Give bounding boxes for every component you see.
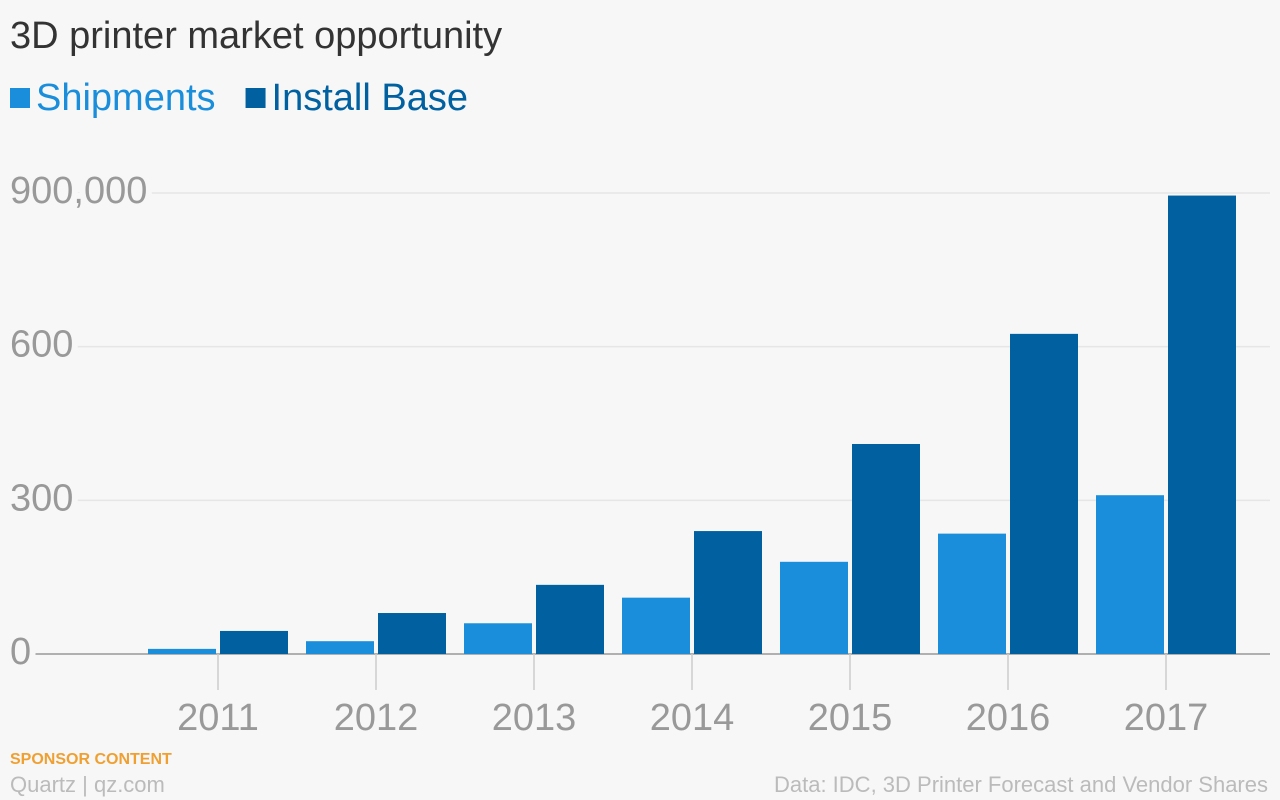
x-tick-label: 2017 (1124, 697, 1209, 739)
legend-swatch (10, 88, 30, 108)
bar (852, 443, 920, 654)
source: Data: IDC, 3D Printer Forecast and Vendo… (774, 772, 1268, 797)
bar (148, 648, 216, 654)
x-tick-label: 2013 (492, 697, 577, 739)
bar (622, 597, 690, 654)
bar (378, 613, 446, 654)
bar (464, 623, 532, 654)
sponsor: SPONSOR CONTENT (10, 751, 172, 768)
legend-label: Install Base (272, 77, 468, 119)
bar (780, 561, 848, 654)
y-tick-label: 0 (10, 631, 31, 673)
bar (694, 531, 762, 654)
y-tick-label: 600 (10, 324, 73, 366)
x-tick-label: 2015 (808, 697, 893, 739)
bar (306, 641, 374, 654)
x-tick-label: 2011 (177, 697, 259, 739)
x-tick-label: 2012 (334, 697, 419, 739)
bar (1096, 495, 1164, 654)
bar (1010, 333, 1078, 654)
y-tick-label: 900,000 (10, 170, 147, 212)
bar (220, 630, 288, 654)
bar (536, 584, 604, 654)
bar (938, 533, 1006, 654)
credit: Quartz | qz.com (10, 772, 165, 797)
legend-swatch (245, 88, 266, 108)
chart-title: 3D printer market opportunity (10, 15, 502, 57)
y-tick-label: 300 (10, 477, 73, 519)
x-tick-label: 2016 (966, 697, 1051, 739)
x-tick-label: 2014 (650, 697, 735, 739)
legend-label: Shipments (36, 77, 216, 119)
bar (1168, 195, 1236, 655)
